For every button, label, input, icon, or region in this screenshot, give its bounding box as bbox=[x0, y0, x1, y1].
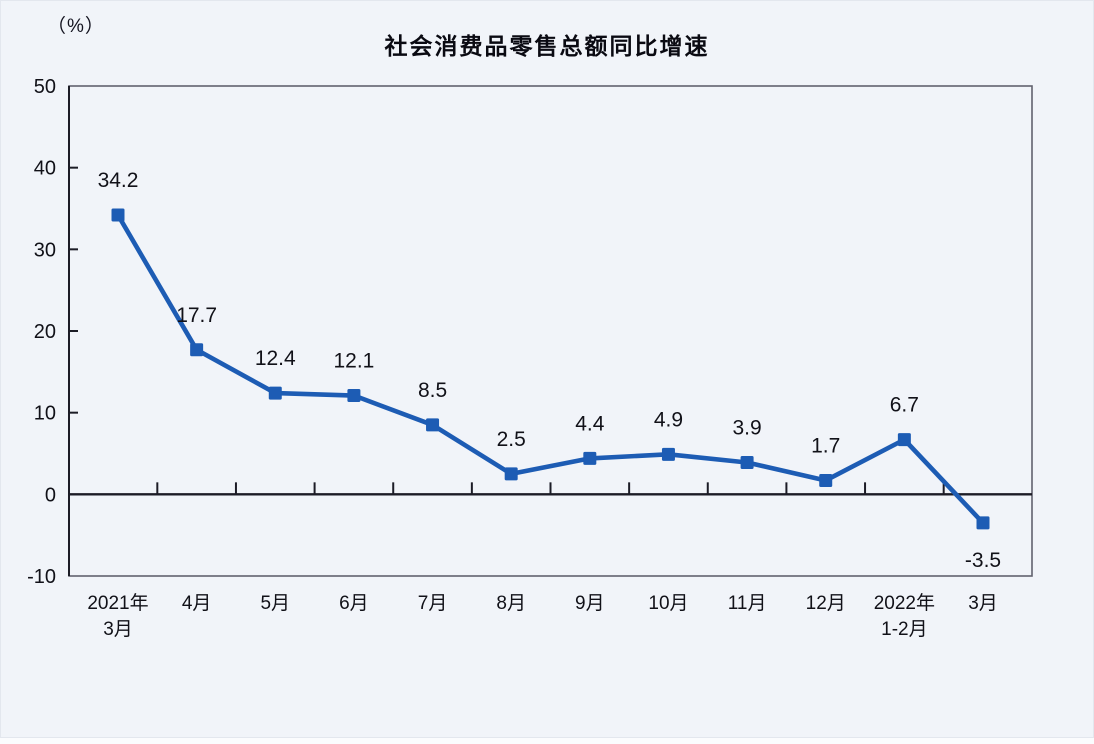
data-label: 17.7 bbox=[176, 304, 217, 327]
x-axis-label: 9月 bbox=[575, 593, 605, 614]
chart-point-marker bbox=[268, 386, 282, 400]
y-axis-tick-label: 20 bbox=[34, 321, 56, 343]
y-axis-tick-label: 30 bbox=[34, 239, 56, 261]
plot-border bbox=[68, 85, 1033, 577]
chart-point-marker bbox=[426, 418, 440, 432]
y-axis-tick-label: 40 bbox=[34, 158, 56, 180]
x-axis-label: 5月 bbox=[260, 593, 290, 614]
x-axis-label: 12月 bbox=[806, 593, 846, 614]
y-axis-unit-label: （%） bbox=[47, 16, 105, 37]
x-axis-label: 11月 bbox=[728, 593, 767, 614]
data-label: 1.7 bbox=[811, 434, 840, 457]
x-axis-label: 4月 bbox=[182, 593, 212, 614]
x-axis-label: 8月 bbox=[496, 593, 526, 614]
data-label: 8.5 bbox=[418, 379, 447, 402]
data-line bbox=[115, 212, 986, 526]
chart-point-marker bbox=[661, 447, 675, 461]
chart-point-marker bbox=[897, 433, 911, 447]
x-axis-label: 10月 bbox=[648, 593, 688, 614]
x-axis-label: 2022年 1-2月 bbox=[874, 592, 935, 640]
data-label: 12.1 bbox=[333, 350, 374, 373]
chart-point-marker bbox=[819, 473, 833, 487]
x-axis-label: 6月 bbox=[339, 593, 369, 614]
chart-point-marker bbox=[740, 455, 754, 469]
data-label: 3.9 bbox=[732, 416, 761, 439]
y-axis-tick-label: 10 bbox=[34, 403, 56, 425]
chart-point-marker bbox=[190, 343, 204, 357]
data-label: 12.4 bbox=[255, 347, 296, 370]
x-axis-label: 3月 bbox=[968, 593, 998, 614]
y-axis-tick-label: 0 bbox=[45, 484, 56, 506]
chart-point-marker bbox=[976, 516, 990, 530]
x-axis-label: 2021年 3月 bbox=[87, 592, 148, 640]
data-label: -3.5 bbox=[965, 549, 1001, 572]
data-label: 34.2 bbox=[98, 169, 139, 192]
y-axis-tick-label: -10 bbox=[27, 566, 56, 588]
x-axis-label: 7月 bbox=[418, 593, 448, 614]
chart-title: 社会消费品零售总额同比增速 bbox=[384, 33, 710, 59]
data-label: 4.4 bbox=[575, 412, 605, 435]
y-axis-tick-label: 50 bbox=[34, 76, 56, 98]
data-label: 4.9 bbox=[654, 408, 683, 431]
data-label: 2.5 bbox=[497, 428, 526, 451]
chart-point-marker bbox=[504, 467, 518, 481]
chart-point-marker bbox=[347, 389, 361, 403]
data-label: 6.7 bbox=[890, 394, 919, 417]
chart-point-marker bbox=[583, 451, 597, 465]
chart-point-marker bbox=[111, 208, 125, 222]
